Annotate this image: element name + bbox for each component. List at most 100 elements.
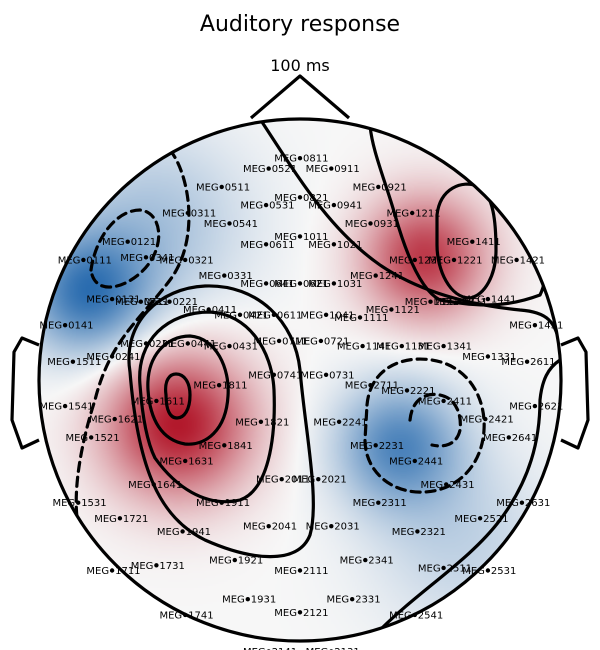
sensor-label-number: 0531 [269, 201, 294, 212]
sensor-dot [183, 612, 188, 618]
sensor-dot [532, 323, 538, 328]
sensor-meg-1411: MEG 1411 [447, 237, 501, 248]
contour-zero-line [260, 120, 561, 347]
sensor-label-number: 2031 [334, 522, 359, 533]
sensor-dot [143, 255, 149, 260]
sensor-meg-1721: MEG 1721 [94, 514, 148, 525]
sensor-meg-1731: MEG 1731 [131, 561, 185, 572]
sensor-meg-1031: MEG 1031 [308, 279, 362, 290]
sensor-label-number: 2621 [538, 402, 563, 413]
sensor-label-prefix: MEG [345, 219, 368, 230]
sensor-label-number: 0441 [191, 339, 216, 350]
sensor-label-number: 2111 [303, 566, 328, 577]
sensor-label-number: 1211 [415, 209, 440, 220]
sensor-dot [222, 443, 227, 448]
sensor-dot [185, 210, 190, 216]
sensor-label-number: 0721 [324, 336, 349, 347]
sensor-label-prefix: MEG [128, 480, 151, 491]
sensor-dot [373, 273, 378, 278]
sensor-dot [81, 257, 86, 263]
sensor-label-prefix: MEG [274, 566, 297, 577]
sensor-label-number: 2411 [447, 396, 472, 407]
sensor-dot [183, 458, 188, 464]
sensor-dot [125, 239, 130, 244]
sensor-dot [323, 312, 329, 317]
sensor-label-number: 0811 [303, 154, 328, 165]
sensor-dot [428, 299, 433, 304]
sensor-dot [258, 419, 264, 424]
sensor-label-number: 1411 [475, 237, 500, 248]
sensor-label-number: 2321 [420, 527, 445, 538]
sensor-dot [180, 529, 185, 534]
sensor-label-number: 2611 [530, 357, 555, 368]
sensor-label-prefix: MEG [366, 305, 389, 316]
sensor-dot [276, 338, 282, 344]
sensor-label-number: 1941 [186, 527, 211, 538]
sensor-dot [206, 307, 211, 312]
sensor-label-number: 0211 [144, 297, 169, 308]
sensor-label-prefix: MEG [353, 498, 376, 509]
time-label: 100 ms [270, 56, 330, 75]
sensor-meg-1821: MEG 1821 [235, 417, 289, 428]
sensor-label-prefix: MEG [418, 342, 441, 353]
sensor-meg-2521: MEG 2521 [454, 514, 508, 525]
sensor-meg-2331: MEG 2331 [326, 595, 380, 606]
sensor-dot [441, 565, 446, 571]
sensor-label-number: 1911 [225, 498, 250, 509]
sensor-label-number: 0121 [131, 237, 156, 248]
sensor-dot [483, 416, 488, 422]
sensor-label-number: 1521 [94, 433, 119, 444]
sensor-label-number: 1131 [405, 342, 430, 353]
sensor-label-prefix: MEG [159, 255, 182, 266]
sensor-meg-1841: MEG 1841 [199, 441, 253, 452]
sensor-label-prefix: MEG [389, 610, 412, 621]
sensor-dot [373, 443, 378, 448]
sensor-meg-2241: MEG 2241 [313, 417, 367, 428]
sensor-label-prefix: MEG [199, 441, 222, 452]
sensor-label-prefix: MEG [462, 566, 485, 577]
sensor-dot [329, 524, 334, 529]
sensor-label-number: 2331 [355, 595, 380, 606]
sensor-label-prefix: MEG [196, 498, 219, 509]
sensor-dot [245, 597, 250, 602]
sensor-label-number: 1111 [363, 313, 388, 324]
sensor-label-prefix: MEG [39, 321, 62, 332]
sensor-dot [331, 281, 337, 286]
sensor-dot [263, 242, 269, 247]
sensor-meg-2421: MEG 2421 [460, 415, 514, 426]
sensor-label-prefix: MEG [248, 310, 271, 321]
sensor-label-number: 1731 [159, 561, 184, 572]
sensor-meg-0741: MEG 0741 [248, 370, 302, 381]
sensor-label-prefix: MEG [240, 240, 263, 251]
sensor-meg-0311: MEG 0311 [162, 209, 216, 220]
sensor-dot [109, 568, 115, 573]
sensor-meg-0731: MEG 0731 [300, 370, 354, 381]
sensor-dot [232, 557, 237, 563]
sensor-meg-1041: MEG 1041 [300, 310, 354, 321]
contour-positive-core [164, 372, 192, 420]
sensor-label-prefix: MEG [483, 433, 506, 444]
sensor-label-number: 2441 [418, 456, 443, 467]
sensor-label-number: 2011 [285, 475, 310, 486]
sensor-label-prefix: MEG [157, 527, 180, 538]
sensor-label-number: 0331 [227, 271, 252, 282]
sensor-dot [519, 500, 525, 505]
contour-zero-line-lower [378, 358, 561, 632]
sensor-meg-1211: MEG 1211 [386, 209, 440, 220]
sensor-label-prefix: MEG [389, 255, 412, 266]
sensor-label-number: 0141 [68, 321, 93, 332]
sensor-label-number: 2711 [374, 381, 399, 392]
sensor-meg-0231: MEG 0231 [120, 339, 174, 350]
contour-positive-inner [146, 334, 230, 446]
sensor-label-number: 1821 [264, 417, 289, 428]
sensor-meg-1811: MEG 1811 [193, 381, 247, 392]
sensor-label-prefix: MEG [214, 310, 237, 321]
sensor-dot [441, 343, 446, 349]
sensor-dot [451, 257, 457, 263]
sensor-label-prefix: MEG [89, 415, 112, 426]
sensor-label-number: 0611 [277, 310, 302, 321]
contour-negative-left [89, 208, 161, 289]
sensor-label-prefix: MEG [389, 456, 412, 467]
sensor-dot [360, 343, 365, 349]
